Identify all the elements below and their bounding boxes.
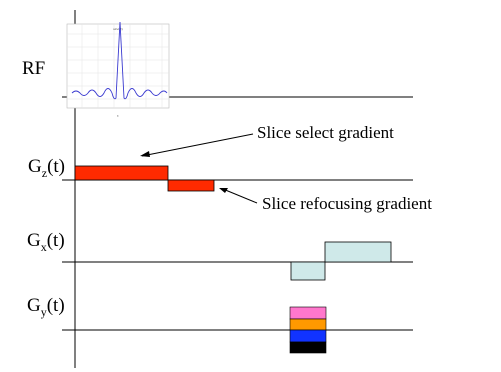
rf-sinc-inset: sinc(t) t — [66, 21, 170, 118]
phase-step-orange — [289, 318, 327, 331]
slice-refocus-arrow — [222, 188, 258, 204]
readout-lobe — [324, 241, 392, 263]
sinc-pulse-curve — [71, 21, 168, 100]
slice-select-arrow — [141, 133, 254, 157]
slice-select-annotation: Slice select gradient — [257, 123, 394, 142]
inset-grid — [67, 24, 169, 108]
slice-refocus-arrowhead — [219, 188, 228, 193]
slice-select-arrowhead — [140, 151, 150, 157]
gx-row: Gx(t) — [27, 230, 413, 281]
rf-row: RF sinc(t) t — [22, 21, 413, 118]
slice-select-lobe — [74, 165, 169, 181]
readout-prephase-lobe — [290, 261, 326, 281]
inset-xlabel: t — [117, 114, 119, 118]
gz-row: Gz(t) Slice select gradient Slice refocu… — [28, 123, 432, 213]
gx-label: Gx(t) — [27, 230, 65, 254]
phase-step-blue — [289, 329, 327, 343]
gy-label: Gy(t) — [27, 295, 65, 319]
inset-title: sinc(t) — [113, 27, 122, 31]
phase-step-pink — [289, 306, 327, 320]
gy-row: Gy(t) — [27, 295, 413, 354]
rf-label: RF — [22, 58, 45, 79]
slice-refocus-lobe — [167, 179, 215, 192]
gz-label: Gz(t) — [28, 156, 65, 180]
slice-refocus-annotation: Slice refocusing gradient — [262, 194, 432, 213]
phase-step-black — [289, 341, 327, 354]
